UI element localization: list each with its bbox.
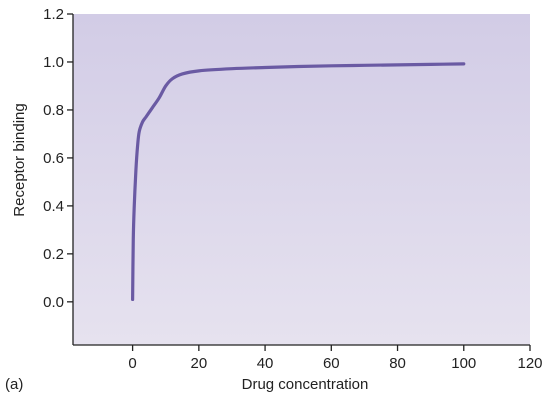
y-tick-label: 1.0	[43, 54, 64, 71]
x-axis-title: Drug concentration	[242, 376, 369, 393]
binding-curve	[131, 62, 466, 302]
ticks-layer: 0 20 40 60 80 100 120 0.0 0.2 0.4 0.6 0.8 1.0 1.2	[43, 6, 542, 372]
y-tick-label: 0.6	[43, 150, 64, 167]
x-tick-label: 80	[389, 355, 406, 372]
y-tick-label: 1.2	[43, 6, 64, 23]
x-tick-label: 120	[517, 355, 542, 372]
x-tick-label: 0	[128, 355, 136, 372]
x-tick-label: 60	[323, 355, 340, 372]
y-tick-label: 0.4	[43, 198, 64, 215]
plot-area	[73, 14, 530, 345]
x-tick-label: 100	[451, 355, 476, 372]
y-tick-label: 0.8	[43, 102, 64, 119]
x-tick-label: 40	[257, 355, 274, 372]
panel-label: (a)	[5, 376, 23, 393]
x-tick-label: 20	[190, 355, 207, 372]
y-axis-title: Receptor binding	[11, 103, 28, 216]
y-tick-label: 0.0	[43, 294, 64, 311]
y-tick-label: 0.2	[43, 246, 64, 263]
